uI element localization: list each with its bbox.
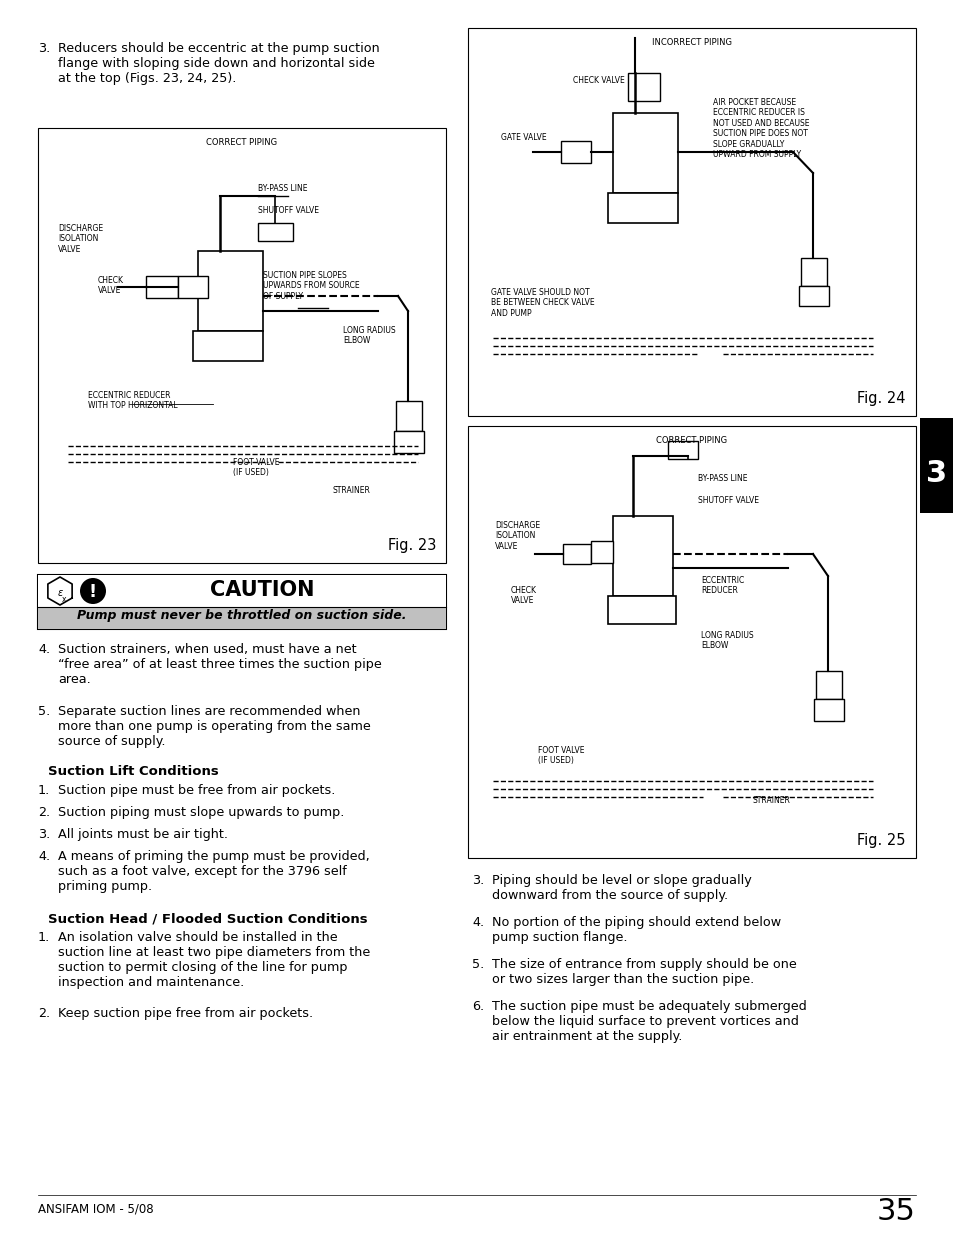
Text: Piping should be level or slope gradually
downward from the source of supply.: Piping should be level or slope graduall… [492, 874, 751, 902]
Text: LONG RADIUS
ELBOW: LONG RADIUS ELBOW [343, 326, 395, 346]
Bar [815, 671, 841, 699]
Text: AIR POCKET BECAUSE
ECCENTRIC REDUCER IS
NOT USED AND BECAUSE
SUCTION PIPE DOES N: AIR POCKET BECAUSE ECCENTRIC REDUCER IS … [712, 98, 809, 159]
Bar [799, 287, 828, 306]
Text: SUCTION PIPE SLOPES
UPWARDS FROM SOURCE
OF SUPPLY: SUCTION PIPE SLOPES UPWARDS FROM SOURCE … [263, 270, 359, 301]
Text: 1.: 1. [38, 784, 51, 797]
Bar [562, 543, 590, 564]
Text: Reducers should be eccentric at the pump suction
flange with sloping side down a: Reducers should be eccentric at the pump… [58, 42, 379, 85]
Text: No portion of the piping should extend below
pump suction flange.: No portion of the piping should extend b… [492, 916, 781, 944]
Text: GATE VALVE SHOULD NOT
BE BETWEEN CHECK VALVE
AND PUMP: GATE VALVE SHOULD NOT BE BETWEEN CHECK V… [491, 288, 594, 317]
Circle shape [80, 578, 106, 604]
Text: Fig. 25: Fig. 25 [857, 832, 905, 848]
Text: All joints must be air tight.: All joints must be air tight. [58, 827, 228, 841]
Text: INCORRECT PIPING: INCORRECT PIPING [651, 38, 731, 47]
Text: CORRECT PIPING: CORRECT PIPING [656, 436, 727, 445]
Text: 1.: 1. [38, 931, 51, 944]
Bar [198, 251, 263, 331]
Text: CHECK VALVE: CHECK VALVE [573, 77, 624, 85]
Bar [178, 275, 208, 298]
Text: Pump must never be throttled on suction side.: Pump must never be throttled on suction … [77, 609, 406, 622]
Bar [607, 597, 676, 624]
Bar [38, 128, 446, 563]
Text: Suction pipe must be free from air pockets.: Suction pipe must be free from air pocke… [58, 784, 335, 797]
Text: Suction Lift Conditions: Suction Lift Conditions [48, 764, 218, 778]
Bar [468, 426, 915, 858]
Text: FOOT VALVE
(IF USED): FOOT VALVE (IF USED) [233, 458, 279, 478]
Text: Fig. 23: Fig. 23 [387, 538, 436, 553]
Text: Suction strainers, when used, must have a net
“free area” of at least three time: Suction strainers, when used, must have … [58, 643, 381, 685]
Text: !: ! [89, 583, 97, 601]
Text: 2.: 2. [38, 1007, 51, 1020]
Text: CHECK
VALVE: CHECK VALVE [98, 275, 124, 295]
Text: An isolation valve should be installed in the
suction line at least two pipe dia: An isolation valve should be installed i… [58, 931, 370, 989]
Text: STRAINER: STRAINER [752, 797, 790, 805]
Text: 4.: 4. [38, 643, 51, 656]
Text: BY-PASS LINE: BY-PASS LINE [698, 474, 747, 483]
Bar [613, 516, 672, 597]
Text: CAUTION: CAUTION [210, 580, 314, 600]
Text: SHUTOFF VALVE: SHUTOFF VALVE [698, 496, 759, 505]
Text: Keep suction pipe free from air pockets.: Keep suction pipe free from air pockets. [58, 1007, 313, 1020]
Bar [257, 224, 293, 241]
Bar [394, 431, 423, 453]
Text: LONG RADIUS
ELBOW: LONG RADIUS ELBOW [700, 631, 753, 651]
Bar [627, 73, 659, 101]
Bar [590, 541, 613, 563]
Bar [667, 441, 698, 459]
Text: Suction piping must slope upwards to pump.: Suction piping must slope upwards to pum… [58, 806, 344, 819]
Text: 3.: 3. [472, 874, 484, 887]
Text: ECCENTRIC REDUCER
WITH TOP HORIZONTAL: ECCENTRIC REDUCER WITH TOP HORIZONTAL [88, 391, 177, 410]
Bar [813, 699, 843, 721]
Text: 3: 3 [925, 459, 946, 489]
Text: ANSIFAM IOM - 5/08: ANSIFAM IOM - 5/08 [38, 1203, 153, 1216]
Text: ECCENTRIC
REDUCER: ECCENTRIC REDUCER [700, 576, 743, 595]
Bar [193, 331, 263, 361]
Text: 4.: 4. [38, 850, 51, 863]
Text: 5.: 5. [38, 705, 51, 718]
Text: A means of priming the pump must be provided,
such as a foot valve, except for t: A means of priming the pump must be prov… [58, 850, 370, 893]
Text: STRAINER: STRAINER [333, 487, 371, 495]
Text: The suction pipe must be adequately submerged
below the liquid surface to preven: The suction pipe must be adequately subm… [492, 1000, 806, 1044]
Text: 2.: 2. [38, 806, 51, 819]
Text: DISCHARGE
ISOLATION
VALVE: DISCHARGE ISOLATION VALVE [495, 521, 539, 551]
Bar [919, 417, 953, 513]
Bar [801, 258, 826, 287]
Text: Separate suction lines are recommended when
more than one pump is operating from: Separate suction lines are recommended w… [58, 705, 371, 748]
Text: BY-PASS LINE: BY-PASS LINE [257, 184, 307, 193]
Text: The size of entrance from supply should be one
or two sizes larger than the suct: The size of entrance from supply should … [492, 958, 796, 986]
Bar [613, 112, 678, 193]
Text: GATE VALVE: GATE VALVE [500, 133, 546, 142]
Text: SHUTOFF VALVE: SHUTOFF VALVE [257, 206, 318, 215]
Text: CHECK
VALVE: CHECK VALVE [511, 585, 537, 605]
Text: 5.: 5. [472, 958, 484, 971]
Text: x: x [62, 595, 66, 604]
Bar [560, 141, 590, 163]
Bar [607, 193, 678, 224]
Text: FOOT VALVE
(IF USED): FOOT VALVE (IF USED) [537, 746, 584, 766]
Text: 4.: 4. [472, 916, 483, 929]
Text: DISCHARGE
ISOLATION
VALVE: DISCHARGE ISOLATION VALVE [58, 224, 103, 254]
Text: 3.: 3. [38, 827, 51, 841]
Text: CORRECT PIPING: CORRECT PIPING [206, 138, 277, 147]
Text: ε: ε [57, 588, 63, 598]
Text: 6.: 6. [472, 1000, 483, 1013]
Text: Suction Head / Flooded Suction Conditions: Suction Head / Flooded Suction Condition… [48, 911, 367, 925]
Text: 35: 35 [876, 1197, 915, 1226]
Bar [38, 576, 446, 629]
Bar [395, 401, 421, 431]
Text: Fig. 24: Fig. 24 [857, 391, 905, 406]
Bar [468, 28, 915, 416]
Bar [38, 576, 446, 606]
Bar [38, 606, 446, 629]
Bar [146, 275, 178, 298]
Text: 3.: 3. [38, 42, 51, 56]
